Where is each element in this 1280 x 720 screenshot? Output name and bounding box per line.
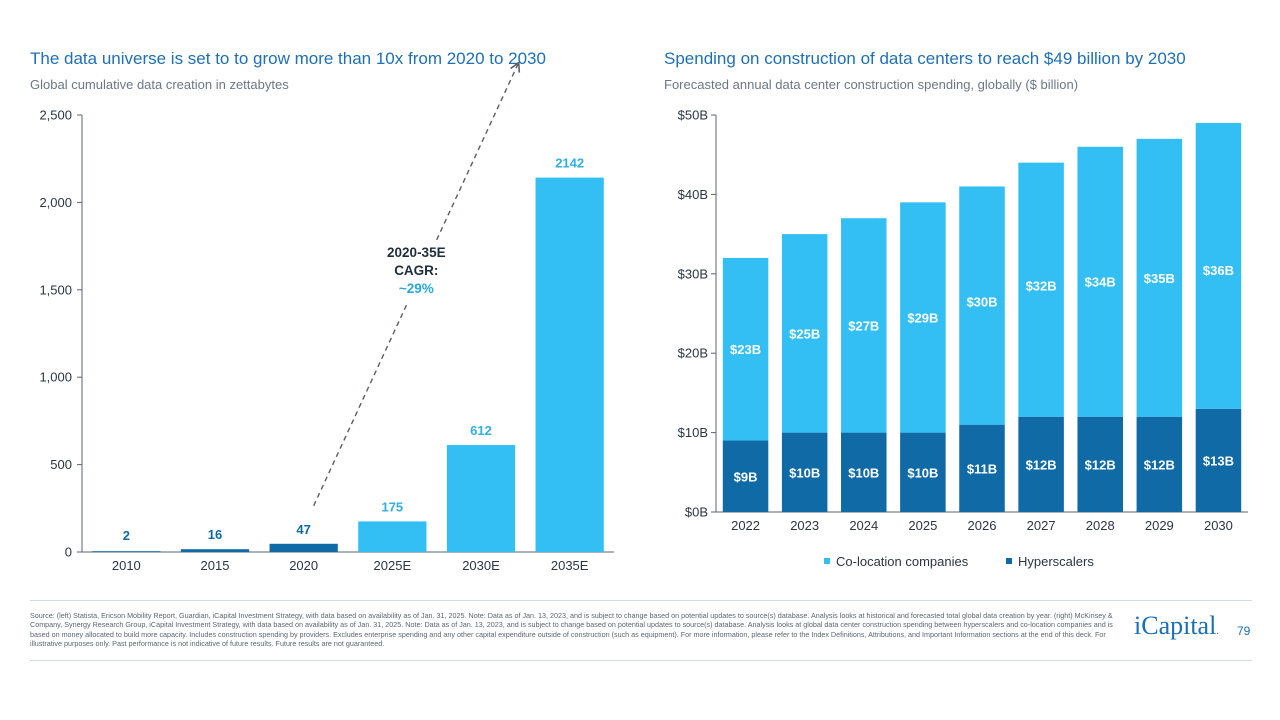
x-tick-label-2025: 2025 — [908, 518, 937, 533]
cagr-arrow-line-upper — [436, 62, 520, 241]
bar-hyperscalers-2022 — [722, 440, 769, 512]
data-label-hyperscalers-2023: $10B — [789, 465, 820, 480]
data-label-2035E: 2142 — [555, 156, 584, 171]
x-tick-label-2030: 2030 — [1204, 518, 1233, 533]
bar-hyperscalers-2025 — [900, 432, 946, 512]
data-label-2015: 16 — [208, 527, 222, 542]
data-label-colocation-2026: $30B — [966, 295, 997, 310]
bar-2010 — [92, 551, 161, 552]
data-label-colocation-2024: $27B — [848, 318, 879, 333]
cagr-arrow-line-lower — [313, 301, 409, 507]
bar-hyperscalers-2023 — [781, 432, 828, 512]
logo-mark: . — [1216, 626, 1219, 637]
footer-divider-bottom — [30, 660, 1252, 661]
bar-colocation-2028 — [1077, 146, 1123, 417]
logo-text: iCapital — [1134, 611, 1217, 640]
data-label-hyperscalers-2027: $12B — [1026, 457, 1057, 472]
data-label-colocation-2027: $32B — [1026, 279, 1057, 294]
y-tick-label: $0B — [685, 505, 708, 520]
page-number: 79 — [1237, 624, 1251, 638]
data-label-2010: 2 — [123, 528, 130, 543]
y-tick-label: $20B — [678, 346, 708, 361]
y-tick-label: 1,500 — [39, 282, 72, 297]
cagr-arrow-head — [510, 61, 521, 73]
x-tick-label-2022: 2022 — [731, 518, 760, 533]
cagr-annotation-line-1: 2020-35E — [387, 245, 446, 260]
data-label-hyperscalers-2029: $12B — [1144, 457, 1175, 472]
bar-hyperscalers-2030 — [1195, 408, 1242, 512]
x-tick-label-2035E: 2035E — [551, 558, 589, 573]
x-tick-label-2024: 2024 — [849, 518, 878, 533]
bar-colocation-2030 — [1195, 122, 1242, 409]
bar-hyperscalers-2029 — [1136, 416, 1183, 512]
bar-hyperscalers-2027 — [1018, 416, 1064, 512]
bar-2030E — [446, 445, 516, 552]
source-note: Source: (left) Statista, Ericson Mobilit… — [30, 611, 1113, 648]
bar-hyperscalers-2028 — [1077, 416, 1123, 512]
x-tick-label-2030E: 2030E — [462, 558, 500, 573]
y-tick-label: 1,000 — [39, 370, 72, 385]
x-tick-label-2028: 2028 — [1086, 518, 1115, 533]
x-tick-label-2015: 2015 — [201, 558, 230, 573]
footer-divider-top — [30, 600, 1252, 601]
left-chart-title: The data universe is set to to grow more… — [30, 49, 546, 68]
bar-hyperscalers-2024 — [841, 432, 887, 512]
data-label-2030E: 612 — [470, 423, 492, 438]
construction-spending-chart: $0B $10B $20B $30B $40B $50B $9B $23B 2022 $10B $2… — [678, 108, 1248, 569]
bar-colocation-2029 — [1136, 138, 1183, 417]
right-chart-subtitle: Forecasted annual data center constructi… — [664, 77, 1079, 92]
bar-2025E — [358, 521, 427, 552]
y-tick-label: $30B — [678, 266, 708, 281]
bar-2015 — [180, 549, 250, 552]
data-creation-chart: 0 500 1,000 1,500 2,000 2,500 2 2010 16 2015 47 202… — [39, 61, 614, 573]
x-tick-label-2025E: 2025E — [374, 558, 412, 573]
bar-colocation-2023 — [781, 234, 828, 433]
x-tick-label-2023: 2023 — [790, 518, 819, 533]
x-tick-label-2029: 2029 — [1145, 518, 1174, 533]
bar-2020 — [269, 543, 338, 552]
x-tick-label-2020: 2020 — [289, 558, 318, 573]
data-label-colocation-2028: $34B — [1085, 275, 1116, 290]
data-label-2020: 47 — [296, 522, 310, 537]
data-label-hyperscalers-2025: $10B — [907, 465, 938, 480]
cagr-annotation-line-3: ~29% — [399, 281, 434, 296]
x-tick-label-2026: 2026 — [968, 518, 997, 533]
data-label-hyperscalers-2022: $9B — [734, 469, 758, 484]
data-label-colocation-2025: $29B — [907, 310, 938, 325]
data-label-hyperscalers-2024: $10B — [848, 465, 879, 480]
y-tick-label: 0 — [65, 545, 72, 560]
bar-colocation-2027 — [1018, 162, 1064, 417]
data-label-colocation-2030: $36B — [1203, 263, 1234, 278]
x-tick-label-2010: 2010 — [112, 558, 141, 573]
data-label-2025E: 175 — [381, 499, 403, 514]
data-label-colocation-2023: $25B — [789, 326, 820, 341]
y-tick-label: 500 — [50, 457, 72, 472]
data-label-hyperscalers-2030: $13B — [1203, 453, 1234, 468]
y-tick-label: 2,000 — [39, 195, 72, 210]
data-label-colocation-2022: $23B — [730, 342, 761, 357]
data-label-hyperscalers-2028: $12B — [1085, 457, 1116, 472]
legend-swatch-hyperscalers — [1006, 558, 1012, 564]
icapital-logo: iCapital. — [1134, 611, 1219, 641]
bar-colocation-2022 — [722, 257, 769, 441]
data-label-colocation-2029: $35B — [1144, 271, 1175, 286]
x-tick-label-2027: 2027 — [1027, 518, 1056, 533]
legend-label-hyperscalers: Hyperscalers — [1018, 554, 1094, 569]
left-chart-subtitle: Global cumulative data creation in zetta… — [30, 77, 289, 92]
data-label-hyperscalers-2026: $11B — [967, 461, 997, 476]
y-tick-label: $40B — [678, 187, 708, 202]
bar-colocation-2026 — [959, 186, 1005, 425]
y-tick-label: 2,500 — [39, 108, 72, 123]
bar-hyperscalers-2026 — [959, 424, 1005, 512]
right-chart-title: Spending on construction of data centers… — [664, 49, 1186, 68]
legend-swatch-colocation — [824, 558, 830, 564]
y-tick-label: $50B — [678, 108, 708, 123]
y-tick-label: $10B — [678, 425, 708, 440]
legend-label-colocation: Co-location companies — [836, 554, 969, 569]
cagr-annotation-line-2: CAGR: — [394, 263, 438, 278]
bar-colocation-2024 — [841, 218, 887, 433]
bar-colocation-2025 — [900, 202, 946, 433]
bar-2035E — [535, 177, 604, 552]
